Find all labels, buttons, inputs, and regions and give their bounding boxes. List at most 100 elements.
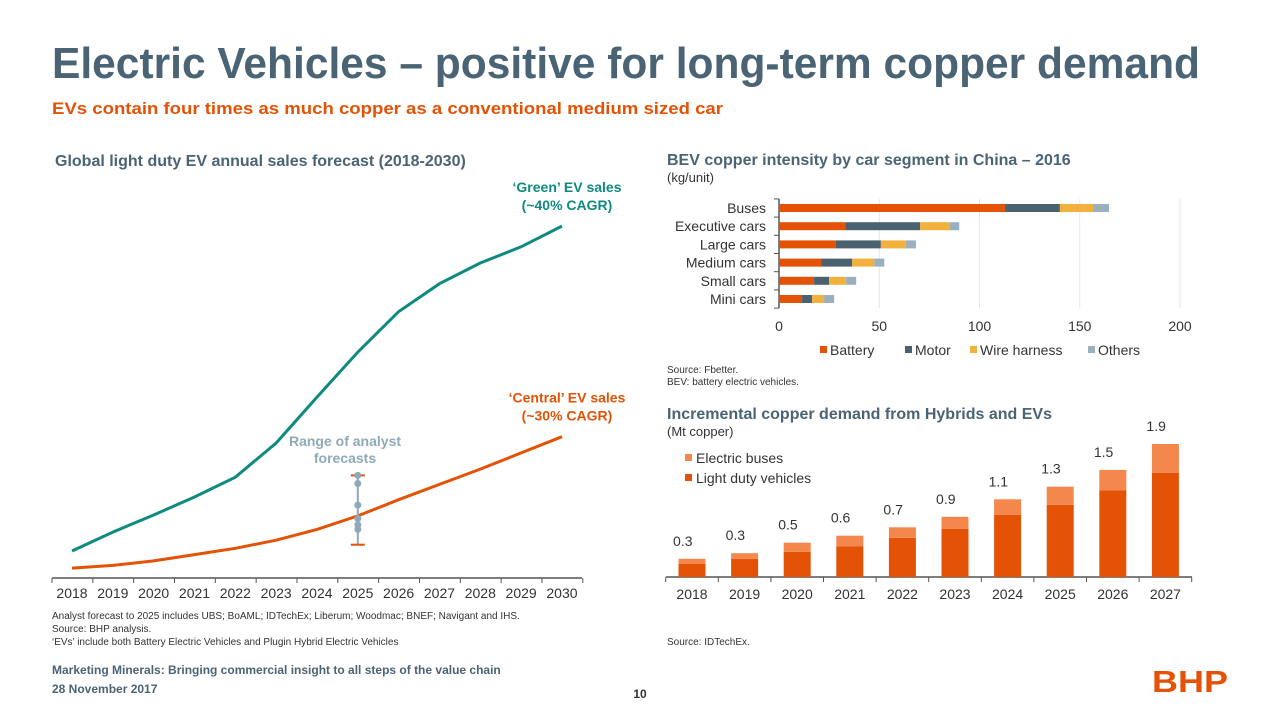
- bar-segment: [821, 258, 853, 267]
- x-tick-label: 2026: [383, 585, 414, 601]
- x-tick-label: 2023: [939, 586, 970, 602]
- x-tick-label: 50: [871, 318, 887, 334]
- note: Analyst forecast to 2025 includes UBS; B…: [52, 611, 520, 622]
- logo: BHP: [1152, 664, 1228, 699]
- note: Source: IDTechEx.: [667, 637, 750, 648]
- bar-segment: [779, 204, 1005, 212]
- legend-label: Motor: [915, 342, 951, 358]
- range-point: [354, 471, 362, 479]
- bar-segment: [779, 276, 815, 285]
- bar-segment: [783, 542, 811, 552]
- legend-swatch: [1088, 346, 1095, 353]
- y-tick-label: Large cars: [700, 236, 766, 252]
- x-tick-label: 2025: [342, 585, 373, 601]
- x-tick-label: 2021: [834, 586, 865, 602]
- bar-segment: [994, 499, 1022, 515]
- bar-segment: [1099, 469, 1127, 491]
- range-point: [354, 515, 362, 523]
- legend-label: Light duty vehicles: [696, 470, 811, 486]
- legend-swatch: [820, 346, 827, 353]
- bar-segment: [1151, 472, 1179, 577]
- x-tick-label: 2024: [301, 585, 332, 601]
- bar-segment: [824, 295, 835, 303]
- total-label: 0.5: [778, 517, 798, 533]
- page-number: 10: [633, 687, 647, 701]
- bar-segment: [731, 558, 759, 577]
- x-tick-label: 2030: [546, 585, 577, 601]
- bar-segment: [802, 295, 813, 303]
- bar-segment: [835, 240, 881, 249]
- x-tick-label: 2029: [506, 585, 537, 601]
- y-tick-label: Buses: [727, 200, 766, 216]
- bar-segment: [941, 516, 969, 529]
- x-tick-label: 2023: [261, 585, 292, 601]
- range-label: Range of analyst: [289, 433, 401, 449]
- y-tick-label: Medium cars: [686, 255, 766, 271]
- x-tick-label: 2022: [887, 586, 918, 602]
- bar-segment: [845, 222, 921, 231]
- bar-segment: [1046, 504, 1074, 577]
- total-label: 1.1: [989, 473, 1009, 489]
- bar-segment: [678, 563, 706, 577]
- bar-segment: [994, 514, 1022, 577]
- slide-title: Electric Vehicles – positive for long-te…: [52, 39, 1200, 88]
- x-tick-label: 2020: [138, 585, 169, 601]
- x-tick-label: 100: [968, 318, 992, 334]
- x-tick-label: 2024: [992, 586, 1023, 602]
- bar-segment: [874, 258, 885, 267]
- x-tick-label: 2018: [676, 586, 707, 602]
- series-label: ‘Central’ EV sales: [509, 390, 626, 406]
- total-label: 0.6: [831, 510, 851, 526]
- total-label: 1.3: [1041, 461, 1061, 477]
- x-tick-label: 150: [1068, 318, 1092, 334]
- legend-label: Others: [1098, 342, 1140, 358]
- note: Source: BHP analysis.: [52, 624, 151, 635]
- chart-unit: (kg/unit): [667, 170, 714, 185]
- legend-label: Electric buses: [696, 450, 783, 466]
- x-tick-label: 2018: [56, 585, 87, 601]
- series-line: [71, 224, 563, 553]
- legend-swatch: [685, 454, 692, 461]
- x-tick-label: 2019: [97, 585, 128, 601]
- bar-segment: [814, 276, 830, 285]
- x-tick-label: 0: [775, 318, 783, 334]
- total-label: 0.3: [673, 533, 693, 549]
- bar-segment: [731, 553, 759, 559]
- bar-segment: [779, 240, 836, 249]
- note: BEV: battery electric vehicles.: [667, 377, 799, 388]
- x-tick-label: 2027: [424, 585, 455, 601]
- x-tick-label: 2021: [179, 585, 210, 601]
- note: Source: Fbetter.: [667, 365, 738, 376]
- range-point: [354, 501, 362, 509]
- legend-swatch: [905, 346, 912, 353]
- bar-segment: [880, 240, 906, 249]
- x-tick-label: 2028: [465, 585, 496, 601]
- y-tick-label: Executive cars: [675, 218, 766, 234]
- legend-label: Battery: [830, 342, 874, 358]
- bar-segment: [1151, 444, 1179, 473]
- footer-date: 28 November 2017: [52, 682, 158, 696]
- range-point: [354, 525, 362, 533]
- bar-segment: [783, 551, 811, 577]
- y-tick-label: Mini cars: [710, 291, 766, 307]
- chart-title: Global light duty EV annual sales foreca…: [55, 153, 466, 170]
- series-line: [71, 435, 563, 570]
- chart-title: Incremental copper demand from Hybrids a…: [667, 406, 1052, 423]
- chart-unit: (Mt copper): [667, 424, 733, 439]
- total-label: 0.9: [936, 491, 956, 507]
- legend-label: Wire harness: [980, 342, 1062, 358]
- series-label: ‘Green’ EV sales: [513, 179, 622, 195]
- total-label: 1.9: [1146, 418, 1166, 434]
- slide-subtitle: EVs contain four times as much copper as…: [52, 99, 723, 118]
- legend-swatch: [685, 474, 692, 481]
- x-tick-label: 2027: [1150, 586, 1181, 602]
- bar-segment: [1059, 204, 1093, 212]
- bar-segment: [779, 222, 846, 231]
- bar-segment: [888, 527, 916, 538]
- x-tick-label: 2025: [1045, 586, 1076, 602]
- note: ‘EVs’ include both Battery Electric Vehi…: [52, 637, 398, 648]
- series-cagr-label: (~30% CAGR): [522, 408, 613, 424]
- series-cagr-label: (~40% CAGR): [522, 197, 613, 213]
- x-tick-label: 2022: [220, 585, 251, 601]
